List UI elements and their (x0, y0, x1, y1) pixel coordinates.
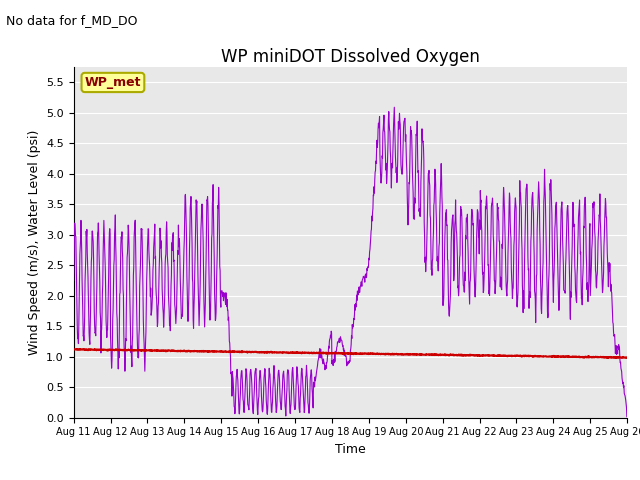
Y-axis label: Wind Speed (m/s), Water Level (psi): Wind Speed (m/s), Water Level (psi) (28, 130, 40, 355)
Text: WP_met: WP_met (84, 76, 141, 89)
Title: WP miniDOT Dissolved Oxygen: WP miniDOT Dissolved Oxygen (221, 48, 480, 66)
Text: No data for f_MD_DO: No data for f_MD_DO (6, 14, 138, 27)
X-axis label: Time: Time (335, 443, 366, 456)
